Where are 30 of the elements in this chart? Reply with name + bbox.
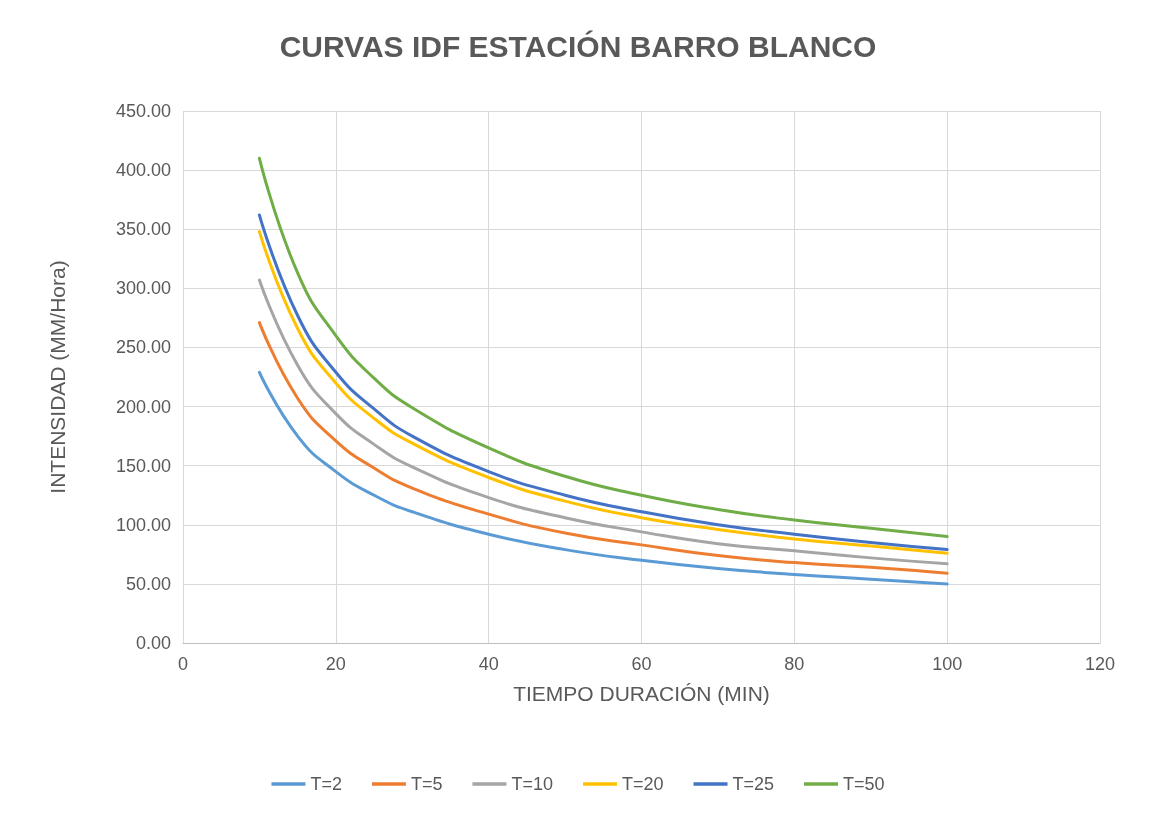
y-tick-label: 450.00 xyxy=(115,101,171,121)
line-series xyxy=(257,278,949,566)
y-tick-label: 350.00 xyxy=(115,219,171,240)
legend-label: T=25 xyxy=(732,774,775,794)
legend-label: T=50 xyxy=(843,774,885,794)
y-tick-label: 0.00 xyxy=(135,633,171,653)
y-tick-label: 250.00 xyxy=(115,337,171,358)
x-tick-label: 0 xyxy=(177,654,189,674)
x-tick-label: 60 xyxy=(631,654,652,674)
line-series xyxy=(257,156,949,539)
y-tick-label: 300.00 xyxy=(115,278,171,299)
line-series xyxy=(257,321,949,575)
y-tick-label: 400.00 xyxy=(115,160,171,181)
y-tick-label: 100.00 xyxy=(115,514,171,535)
x-tick-label: 20 xyxy=(325,654,346,674)
line-series xyxy=(257,370,949,586)
y-axis-title: INTENSIDAD (MM/Hora) xyxy=(46,260,69,494)
x-tick-label: 100 xyxy=(932,654,963,674)
y-tick-label: 50.00 xyxy=(125,573,171,594)
y-tick-label: 150.00 xyxy=(115,455,171,476)
chart-title: CURVAS IDF ESTACIÓN BARRO BLANCO xyxy=(279,29,877,63)
x-tick-label: 40 xyxy=(478,654,499,674)
legend-label: T=10 xyxy=(511,774,553,794)
legend-label: T=20 xyxy=(621,774,664,794)
y-tick-label: 200.00 xyxy=(115,396,171,417)
x-axis-title: TIEMPO DURACIÓN (MIN) xyxy=(513,682,770,705)
legend-label: T=5 xyxy=(410,774,443,794)
x-tick-label: 80 xyxy=(784,654,805,674)
legend-label: T=2 xyxy=(310,774,342,794)
x-tick-label: 120 xyxy=(1084,654,1116,674)
